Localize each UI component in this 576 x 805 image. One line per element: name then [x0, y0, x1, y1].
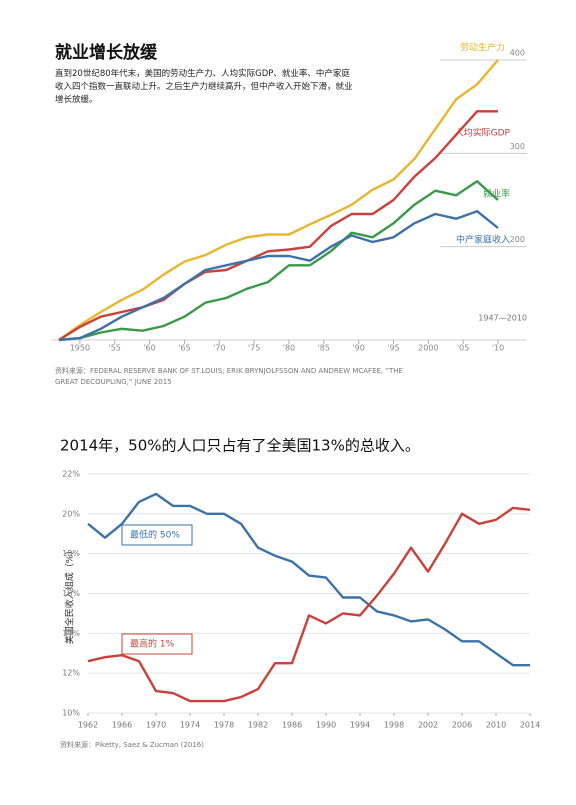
x-tick-label: 2000 — [418, 344, 438, 353]
x-tick-label: '75 — [248, 344, 260, 353]
x-tick-label: '70 — [213, 344, 225, 353]
x-tick-label: 1970 — [146, 721, 166, 730]
y-tick-label: 10% — [62, 709, 80, 718]
legend-label: 最低的 50% — [130, 529, 180, 541]
y-axis-label: 美国全民收入组成（%） — [64, 546, 76, 645]
x-tick-label: '55 — [109, 344, 121, 353]
x-tick-label: 1962 — [78, 721, 98, 730]
x-tick-label: '60 — [143, 344, 155, 353]
x-tick-label: 1974 — [180, 721, 200, 730]
x-tick-label: '65 — [178, 344, 190, 353]
series-label: 中产家庭收入 — [456, 234, 510, 246]
chart: 2014年，50%的人口只占有了全美国13%的总收入。 美国全民收入组成（%） … — [60, 437, 540, 730]
series-line — [58, 210, 499, 342]
y-tick-label: 16% — [62, 589, 80, 598]
x-tick-label: '95 — [387, 344, 399, 353]
series-line — [58, 59, 499, 341]
y-tick-label: 400 — [510, 49, 525, 58]
x-tick-label: '05 — [457, 344, 469, 353]
legend-label: 最高的 1% — [130, 638, 175, 650]
x-tick-label: 2010 — [486, 721, 506, 730]
x-tick-label: 2006 — [452, 721, 472, 730]
y-tick-label: 20% — [62, 509, 80, 518]
y-tick-label: 18% — [62, 549, 80, 558]
x-tick-label: 1966 — [112, 721, 132, 730]
x-tick-label: 1950 — [70, 344, 90, 353]
x-tick-label: '90 — [352, 344, 364, 353]
legend-box — [121, 524, 193, 546]
y-tick-label: 12% — [62, 669, 80, 678]
series-line — [87, 492, 530, 667]
series-line — [87, 506, 531, 703]
y-tick-label: 14% — [62, 629, 80, 638]
series-label: 就业率 — [483, 188, 510, 200]
chart-title: 就业增长放缓 — [55, 42, 158, 63]
chart: 就业增长放缓 1947—2010 200 300 400 1950 '55 '60 '65 '… — [52, 42, 527, 353]
legend-box — [121, 633, 193, 655]
series-label: 劳动生产力 — [460, 42, 505, 54]
x-tick-label: 1990 — [316, 721, 336, 730]
x-tick-label: 1982 — [248, 721, 268, 730]
source: 资料来源：FEDERAL RESERVE BANK OF ST.LOUIS; E… — [55, 367, 403, 386]
x-tick-label: '85 — [318, 344, 330, 353]
source: 资料来源：Piketty, Saez & Zucman (2016) — [60, 741, 204, 749]
series-line — [58, 110, 498, 342]
x-tick-label: 1978 — [214, 721, 234, 730]
x-tick-label: 2014 — [520, 721, 540, 730]
x-tick-label: 2002 — [418, 721, 438, 730]
y-tick-label: 300 — [510, 142, 525, 151]
x-tick-label: '10 — [492, 344, 504, 353]
x-tick-label: '80 — [283, 344, 295, 353]
x-tick-label: 1986 — [282, 721, 302, 730]
annotation: 1947—2010 — [478, 314, 527, 323]
chart-title: 2014年，50%的人口只占有了全美国13%的总收入。 — [60, 437, 420, 455]
series-label: 人均实际GDP — [455, 127, 511, 139]
subtitle: 直到20世纪80年代末，美国的劳动生产力、人均实际GDP、就业率、中产家庭收入四… — [55, 69, 353, 105]
y-tick-label: 22% — [62, 470, 80, 479]
y-tick-label: 200 — [510, 235, 525, 244]
series-line — [58, 180, 499, 342]
x-tick-label: 1994 — [350, 721, 370, 730]
x-tick-label: 1998 — [384, 721, 404, 730]
